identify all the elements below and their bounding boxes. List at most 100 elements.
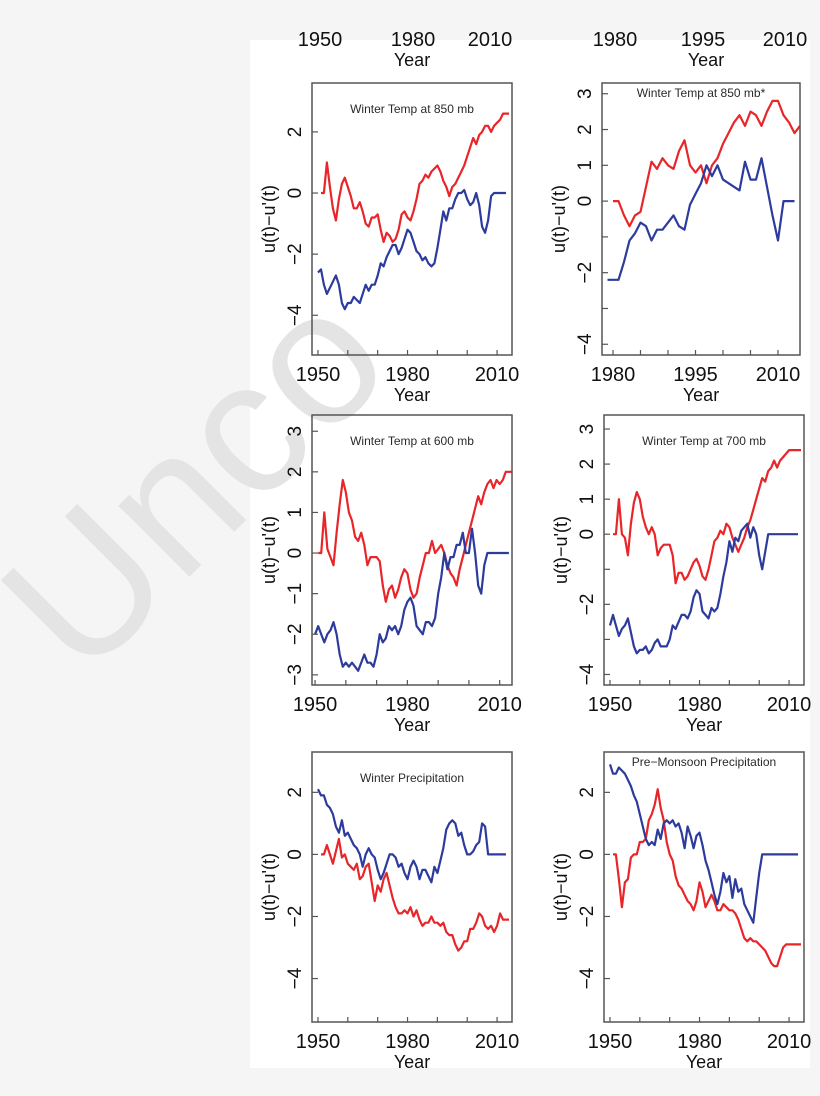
y-tick-label: −4	[285, 967, 306, 989]
x-tick-label: 2010	[477, 694, 522, 716]
panel-title: Winter Temp at 850 mb*	[637, 86, 766, 100]
panel-winter-temp-850: 1950 1980 2010 Year −4 −2 0 2 u(t)−u'(t) Winter T…	[259, 82, 520, 405]
x-tick-label: 1980	[385, 364, 430, 386]
blue-series-line	[608, 764, 798, 924]
y-tick-label: −3	[285, 664, 306, 686]
y-tick-label: 3	[577, 424, 598, 435]
y-tick-label: −4	[285, 304, 306, 326]
plot-frame	[603, 751, 805, 1023]
x-axis-label: Year	[686, 1052, 722, 1072]
plot-frame	[601, 82, 801, 356]
cutoff-tick-label: 2010	[468, 29, 513, 51]
y-tick-label: 1	[285, 507, 306, 518]
y-tick-label: 2	[577, 459, 598, 470]
y-tick-label: 0	[285, 849, 306, 860]
y-tick-label: −4	[575, 333, 596, 355]
x-axis-label: Year	[394, 385, 430, 405]
y-tick-label: −2	[285, 906, 306, 928]
x-tick-label: 1980	[677, 694, 722, 716]
red-series-line	[613, 788, 801, 968]
blue-series-line	[608, 522, 798, 655]
x-tick-label: 2010	[767, 1031, 812, 1053]
y-axis-label: u(t)−u'(t)	[259, 185, 279, 253]
y-tick-label: −2	[285, 623, 306, 645]
y-tick-label: −2	[577, 594, 598, 616]
panel-title: Winter Temp at 850 mb	[350, 102, 474, 116]
y-tick-label: −2	[575, 262, 596, 284]
y-tick-label: 0	[577, 849, 598, 860]
y-axis-label: u(t)−u'(t)	[549, 185, 569, 253]
x-axis-label: Year	[683, 385, 719, 405]
red-series-line	[613, 99, 801, 228]
y-tick-label: 3	[285, 426, 306, 437]
y-tick-label: 0	[285, 188, 306, 199]
cutoff-tick-label: 2010	[763, 29, 808, 51]
x-tick-label: 2010	[756, 364, 801, 386]
blue-series-line	[314, 527, 509, 672]
plot-frame	[311, 414, 513, 686]
x-tick-label: 2010	[475, 364, 520, 386]
blue-series-line	[607, 157, 795, 281]
red-series-line	[613, 449, 801, 585]
y-tick-label: 0	[575, 196, 596, 207]
x-tick-label: 1950	[588, 1031, 633, 1053]
cutoff-xlabel: Year	[394, 50, 430, 70]
y-axis-label: u(t)−u'(t)	[551, 853, 571, 921]
y-tick-label: 0	[577, 529, 598, 540]
y-tick-label: 3	[575, 88, 596, 99]
y-axis-label: u(t)−u'(t)	[551, 516, 571, 584]
y-tick-label: 2	[577, 787, 598, 798]
red-series-line	[318, 470, 512, 603]
x-tick-label: 2010	[767, 694, 812, 716]
top-cutoff: 1950 1980 2010 Year 1980 1995 2010 Year	[250, 0, 820, 70]
x-tick-label: 1980	[385, 694, 430, 716]
y-tick-label: −2	[285, 243, 306, 265]
y-tick-label: 1	[577, 494, 598, 505]
panel-winter-temp-700: 1950 1980 2010 Year −4 −2 0 1 2 3 u(t)−u'(t) Winter…	[551, 414, 812, 735]
blue-series-line	[317, 188, 506, 311]
panel-title: Winter Temp at 700 mb	[642, 434, 766, 448]
plot-frame	[311, 751, 513, 1023]
x-tick-label: 1950	[296, 364, 341, 386]
x-tick-label: 1980	[591, 364, 636, 386]
cutoff-tick-label: 1950	[298, 29, 343, 51]
y-tick-label: 2	[285, 127, 306, 138]
cutoff-xlabel: Year	[688, 50, 724, 70]
red-series-line	[321, 112, 509, 243]
y-tick-label: −2	[577, 906, 598, 928]
y-tick-label: 1	[575, 160, 596, 171]
x-tick-label: 1980	[677, 1031, 722, 1053]
x-tick-label: 1950	[296, 1031, 341, 1053]
cutoff-tick-label: 1995	[681, 29, 726, 51]
y-axis-label: u(t)−u'(t)	[259, 516, 279, 584]
cutoff-tick-label: 1980	[593, 29, 638, 51]
y-tick-label: 2	[285, 787, 306, 798]
blue-series-line	[317, 788, 506, 884]
figure-sheet	[250, 40, 810, 1068]
x-axis-label: Year	[394, 715, 430, 735]
x-tick-label: 1950	[293, 694, 338, 716]
y-tick-label: 2	[575, 124, 596, 135]
y-tick-label: −4	[577, 663, 598, 685]
x-tick-label: 1980	[385, 1031, 430, 1053]
panel-title: Pre−Monsoon Precipitation	[632, 755, 776, 769]
y-tick-label: 0	[285, 548, 306, 559]
panel-winter-temp-600: 1950 1980 2010 Year −3 −2 −1 0 1 2 3 u(t)−u'(t) Wint…	[259, 414, 522, 735]
y-tick-label: −4	[577, 967, 598, 989]
panel-pre-monsoon-precipitation: 1950 1980 2010 Year −4 −2 0 2 u(t)−u'(t) Pre−Mons…	[551, 751, 812, 1072]
x-tick-label: 1995	[673, 364, 718, 386]
red-series-line	[321, 837, 509, 952]
panel-winter-temp-850-star: 1980 1995 2010 Year −4 −2 0 1 2 3 u(t)−u'(t) Winter…	[549, 82, 801, 405]
panel-title: Winter Temp at 600 mb	[350, 434, 474, 448]
panel-title: Winter Precipitation	[360, 771, 464, 785]
y-axis-label: u(t)−u'(t)	[259, 853, 279, 921]
cutoff-tick-label: 1980	[391, 29, 436, 51]
x-axis-label: Year	[686, 715, 722, 735]
x-tick-label: 2010	[475, 1031, 520, 1053]
bottom-cutoff	[240, 1068, 820, 1096]
x-axis-label: Year	[394, 1052, 430, 1072]
x-tick-label: 1950	[588, 694, 633, 716]
y-tick-label: −1	[285, 583, 306, 605]
y-tick-label: 2	[285, 467, 306, 478]
